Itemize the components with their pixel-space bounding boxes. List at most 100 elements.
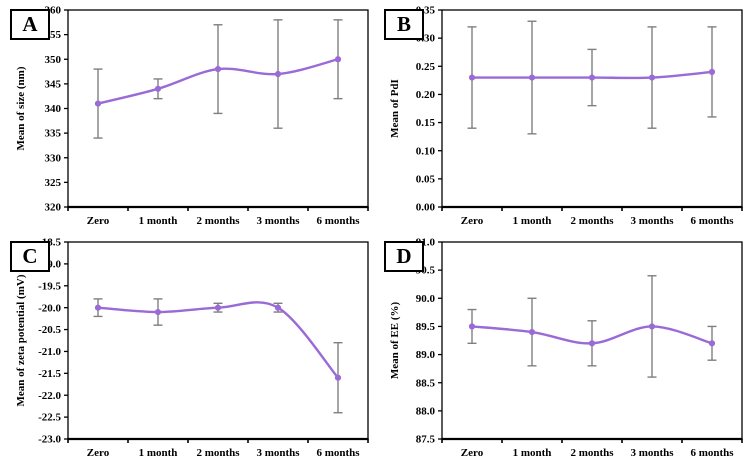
y-tick-label: -21.5 (38, 368, 61, 380)
y-tick-label: -22.0 (38, 390, 61, 402)
y-axis: 87.588.088.589.089.590.090.591.0 (416, 237, 442, 446)
x-category-label: 2 months (570, 215, 614, 227)
x-category-label: 2 months (196, 215, 240, 227)
data-point-marker (588, 74, 596, 81)
y-tick-label: 88.0 (416, 405, 436, 417)
y-tick-label: -20.0 (38, 302, 61, 314)
x-category-label: Zero (87, 215, 110, 227)
plot-frame (441, 9, 743, 208)
data-point-marker (154, 308, 162, 316)
data-point-marker (334, 374, 342, 381)
panel-d: D 87.5 88.0 88.5 89.0 89.5 90.0 90.5 91.0 Zero 1 … (374, 232, 748, 464)
data-point-marker (528, 328, 536, 336)
data-point-marker (154, 85, 162, 92)
x-category-label: 3 months (630, 215, 674, 227)
chart-zeta-potential: -23.0 -22.5 -22.0 -21.5 -21.0 -20.5 -20.0 -19.5… (15, 237, 369, 459)
x-category-label: 2 months (196, 447, 240, 459)
x-category-label: 6 months (690, 447, 734, 459)
y-tick-label: 330 (45, 152, 62, 164)
series-markers (94, 56, 342, 107)
y-tick-label: 350 (45, 54, 62, 66)
y-tick-label: 89.0 (416, 349, 436, 361)
y-tick-label: 0.10 (416, 145, 436, 157)
data-point-marker (528, 74, 536, 81)
x-category-label: Zero (87, 447, 110, 459)
data-point-marker (94, 100, 102, 107)
panel-letter: B (396, 12, 411, 36)
y-tick-label: 340 (45, 103, 62, 115)
data-point-marker (274, 304, 282, 311)
data-point-marker (648, 74, 656, 81)
x-category-label: 3 months (256, 447, 300, 459)
x-category-label: 3 months (630, 447, 674, 459)
x-category-label: 3 months (256, 215, 300, 227)
series-markers (468, 68, 716, 81)
x-category-label: Zero (461, 215, 484, 227)
y-tick-label: -23.0 (38, 434, 61, 446)
panel-label-d: D (384, 241, 424, 272)
data-point-marker (94, 304, 102, 311)
data-point-marker (214, 304, 222, 311)
panel-a: A 320 325 330 335 340 345 350 355 360 Zero 1 month… (0, 0, 374, 232)
y-tick-label: -20.5 (38, 324, 61, 336)
y-tick-label: 89.5 (416, 321, 436, 333)
panel-label-b: B (384, 9, 424, 40)
error-bars (467, 275, 717, 378)
y-axis-title: Mean of size (nm) (15, 66, 27, 150)
error-bars (93, 298, 343, 414)
panel-letter: C (22, 244, 38, 268)
y-tick-label: 335 (45, 128, 62, 140)
data-point-marker (708, 340, 716, 347)
panel-label-a: A (10, 9, 50, 40)
series-markers (94, 304, 342, 381)
panel-c: C -23.0 -22.5 -22.0 -21.5 -21.0 -20.5 -20.0 -19… (0, 232, 374, 464)
y-tick-label: 90.0 (416, 293, 436, 305)
series-line (96, 301, 340, 379)
x-axis: Zero 1 month 2 months 3 months 6 months (67, 207, 369, 227)
x-category-label: 6 months (690, 215, 734, 227)
y-tick-label: 0.20 (416, 89, 436, 101)
panel-letter: D (396, 244, 412, 268)
y-axis: 0.000.050.100.150.200.250.300.35 (416, 5, 442, 214)
x-category-label: 6 months (316, 447, 360, 459)
x-axis: Zero 1 month 2 months 3 months 6 months (441, 207, 743, 227)
panel-letter: A (22, 12, 38, 36)
data-point-marker (588, 340, 596, 347)
data-point-marker (214, 66, 222, 73)
data-point-marker (708, 68, 716, 76)
y-tick-label: 325 (45, 177, 62, 189)
y-axis-title: Mean of PdI (389, 79, 401, 138)
y-tick-label: 88.5 (416, 377, 436, 389)
plot-frame (67, 241, 369, 440)
x-axis: Zero 1 month 2 months 3 months 6 months (441, 439, 743, 459)
x-category-label: 2 months (570, 447, 614, 459)
error-bars (93, 19, 343, 139)
data-point-marker (468, 74, 476, 81)
y-tick-label: -21.0 (38, 346, 61, 358)
series-markers (468, 323, 716, 347)
y-tick-label: 0.25 (416, 61, 436, 73)
y-tick-label: 345 (45, 78, 62, 90)
y-tick-label: 0.15 (416, 117, 436, 129)
x-category-label: 1 month (139, 447, 178, 459)
panel-label-c: C (10, 241, 50, 272)
y-axis-title: Mean of EE (%) (389, 302, 401, 380)
y-tick-label: 87.5 (416, 434, 436, 446)
x-category-label: 1 month (513, 215, 552, 227)
x-axis: Zero 1 month 2 months 3 months 6 months (67, 439, 369, 459)
data-point-marker (334, 56, 342, 63)
data-point-marker (648, 323, 656, 330)
x-category-label: 6 months (316, 215, 360, 227)
y-tick-label: 0.00 (416, 202, 436, 214)
y-tick-label: -19.5 (38, 280, 61, 292)
y-axis-title: Mean of zeta potential (mV) (15, 274, 27, 406)
y-tick-label: 320 (45, 202, 62, 214)
y-tick-label: -22.5 (38, 412, 61, 424)
y-tick-label: 0.05 (416, 173, 436, 185)
data-point-marker (274, 70, 282, 78)
